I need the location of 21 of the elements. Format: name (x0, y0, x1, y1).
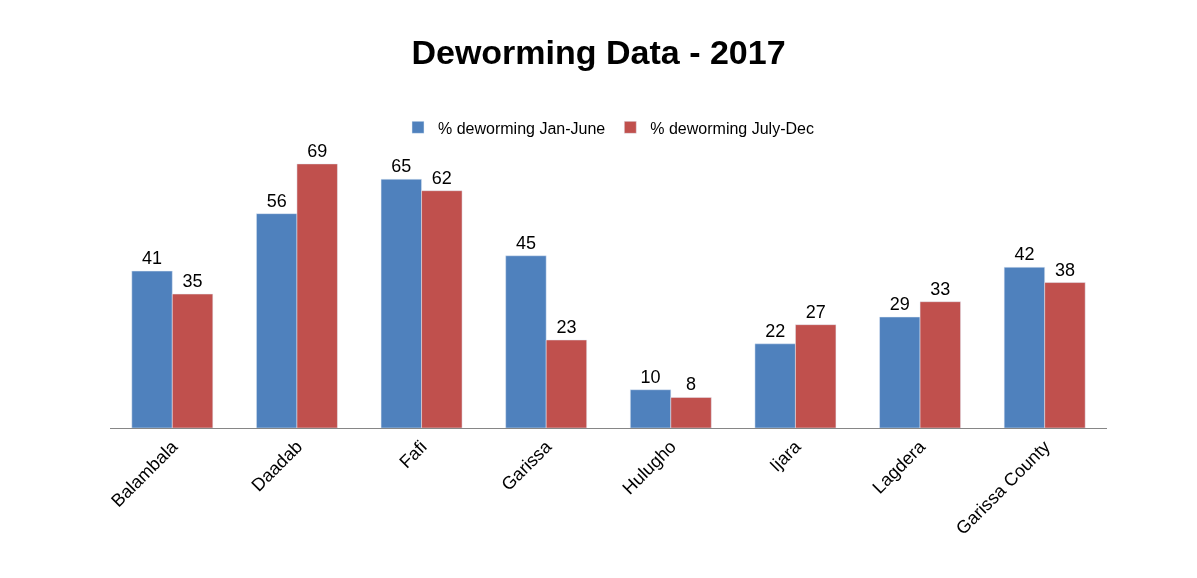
legend-label: % deworming Jan-June (438, 119, 606, 137)
data-label: 29 (889, 294, 910, 314)
data-label: 45 (515, 232, 536, 253)
data-label: 62 (431, 167, 452, 188)
chart-title: Deworming Data - 2017 (411, 33, 786, 72)
data-label: 33 (930, 278, 951, 299)
legend-label: % deworming July-Dec (650, 119, 814, 137)
data-label: 65 (391, 156, 412, 177)
data-label: 8 (686, 374, 697, 395)
x-tick-label: Ijara (765, 435, 806, 476)
data-label: 42 (1014, 244, 1035, 265)
data-label: 10 (640, 366, 661, 387)
x-tick-label: Fafi (395, 436, 431, 473)
data-label: 22 (765, 320, 786, 341)
data-label: 35 (182, 271, 203, 292)
data-label: 23 (556, 316, 577, 337)
data-label: 41 (142, 248, 163, 269)
data-label: 38 (1054, 259, 1075, 280)
data-label: 27 (805, 301, 826, 322)
data-label: 69 (307, 140, 328, 161)
data-label: 56 (266, 190, 287, 211)
